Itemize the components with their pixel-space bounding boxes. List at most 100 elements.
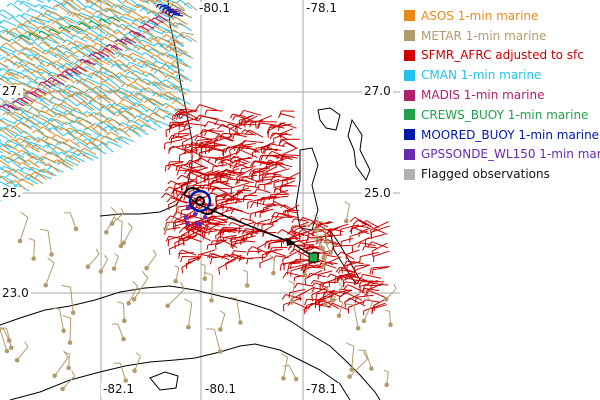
wind-barb (186, 257, 201, 265)
wind-barb (244, 140, 264, 144)
wind-barb-flag (337, 251, 342, 256)
wind-barb (165, 29, 178, 39)
wind-barb (129, 105, 143, 113)
wind-barb (37, 97, 50, 107)
wind-barb-flag (239, 110, 245, 116)
wind-barb-flag (187, 223, 193, 230)
wind-barb-flag (97, 0, 101, 2)
bahamas-abaco (317, 107, 341, 131)
wind-barb (175, 16, 188, 25)
wind-barb (284, 154, 300, 156)
wind-barb (170, 11, 181, 15)
wind-barb (31, 32, 41, 39)
wind-barb (262, 248, 277, 256)
wind-barb (165, 115, 179, 124)
wind-barb (29, 141, 43, 148)
wind-barb-flag (171, 100, 177, 104)
wind-barb (165, 227, 181, 231)
wind-barb (314, 287, 328, 291)
wind-barb-flag (235, 147, 240, 154)
wind-barb-flag (143, 115, 148, 121)
wind-barb (225, 168, 244, 175)
wind-barb (67, 132, 80, 142)
wind-barb-flag (49, 96, 54, 102)
wind-barb (14, 179, 26, 190)
wind-barb (318, 270, 333, 275)
wind-barb-flag (20, 211, 29, 218)
wind-barb-flag (68, 109, 73, 115)
wind-barb (282, 177, 296, 182)
wind-barb-flag (101, 47, 106, 52)
wind-barb (169, 242, 185, 250)
wind-barb-flag (164, 222, 168, 228)
wind-barb (217, 205, 233, 209)
wind-barb-flag (13, 0, 19, 5)
wind-barb (149, 19, 159, 26)
wind-barb-flag (98, 142, 103, 147)
wind-barb-flag (101, 135, 106, 140)
wind-barb (122, 303, 125, 321)
wind-barb (169, 120, 190, 127)
wind-barb-flag (229, 163, 231, 169)
wind-barb (351, 346, 355, 370)
wind-barb-flag (117, 63, 122, 68)
wind-barb-flag (28, 237, 35, 241)
wind-barb (167, 289, 185, 307)
wind-barb (198, 249, 216, 256)
wind-barb-flag (83, 5, 88, 10)
wind-barb-flag (232, 132, 236, 140)
wind-barb (127, 68, 139, 79)
wind-barb (294, 218, 308, 222)
wind-barb-flag (24, 62, 30, 66)
wind-barb (236, 162, 249, 169)
wind-barb (214, 216, 227, 223)
wind-barb-flag (106, 89, 111, 93)
wind-barb-flag (189, 167, 192, 173)
wind-barb-flag (30, 100, 35, 105)
wind-barb (218, 258, 237, 269)
wind-barb (138, 0, 145, 3)
wind-barb (171, 134, 188, 140)
wind-barb-flag (54, 53, 59, 58)
wind-barb-flag (30, 144, 36, 149)
wind-barb-flag (258, 175, 261, 183)
wind-barb-flag (140, 63, 145, 69)
wind-barb-flag (288, 280, 295, 284)
wind-barb (275, 211, 292, 218)
wind-barb-flag (65, 68, 70, 72)
wind-barb (169, 53, 183, 62)
wind-barb-flag (249, 160, 255, 167)
wind-barb-flag (170, 29, 175, 34)
wind-barb (333, 244, 352, 247)
wind-barb-flag (28, 19, 32, 25)
wind-barb-flag (371, 269, 374, 275)
wind-barb-flag (79, 61, 84, 66)
wind-barb-flag (124, 24, 129, 29)
wind-barb (179, 34, 193, 43)
wind-barb (171, 42, 184, 44)
wind-barb-flag (279, 263, 282, 271)
station-dot (349, 367, 355, 372)
wind-barb (120, 87, 134, 95)
wind-barb-flag (122, 126, 128, 131)
wind-barb (118, 42, 131, 52)
wind-barb-flag (100, 105, 105, 110)
wind-barb-flag (59, 127, 64, 132)
wind-barb (81, 7, 95, 16)
wind-barb (121, 107, 135, 117)
wind-barb-flag (43, 80, 47, 84)
wind-barb (154, 25, 167, 34)
wind-barb (98, 10, 110, 20)
wind-barb (65, 158, 79, 167)
lon-label-bottom-82-1: -82.1 (101, 382, 137, 396)
wind-barb (48, 108, 62, 117)
wind-barb-flag (299, 254, 302, 260)
wind-barb (131, 30, 141, 37)
wind-barb (302, 228, 316, 237)
wind-barb-flag (157, 52, 162, 57)
wind-barb-flag (181, 267, 184, 274)
wind-barb-flag (168, 48, 172, 52)
wind-barb-flag (23, 102, 29, 107)
wind-barb-flag (359, 274, 364, 281)
wind-barb (331, 302, 349, 311)
